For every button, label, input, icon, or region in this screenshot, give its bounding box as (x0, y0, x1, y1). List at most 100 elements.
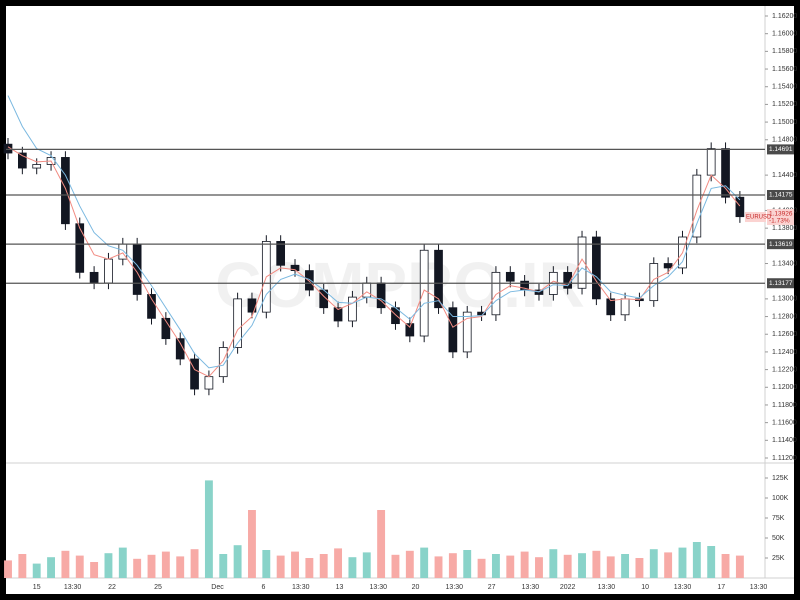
y-tick-label: 1.15800 (772, 48, 797, 55)
volume-bar (420, 547, 429, 578)
volume-bar (319, 554, 328, 578)
volume-bar (248, 510, 256, 578)
y-tick-label: 1.12600 (772, 331, 797, 338)
candle-body (333, 307, 343, 322)
level-label-box (767, 239, 794, 250)
y-tick-label: 1.15600 (772, 66, 797, 73)
volume-bar (305, 558, 314, 578)
candle-body (405, 323, 415, 337)
candle-body (649, 263, 659, 302)
candle-body (305, 270, 314, 291)
candle-body (706, 148, 716, 176)
last-price-box (767, 209, 794, 226)
level-label: 1.14175 (769, 192, 793, 199)
candle-body (419, 249, 429, 337)
y-tick-label: 1.12000 (772, 384, 797, 391)
volume-bar (61, 550, 70, 578)
last-price-label: 1.13926 (769, 211, 793, 218)
x-tick-label: 17 (717, 584, 725, 591)
volume-bar (678, 547, 687, 578)
candle-body (362, 282, 372, 298)
candle-body (161, 317, 171, 340)
volume-bar (4, 560, 12, 578)
x-tick-label: 25 (154, 584, 162, 591)
candle-body (61, 157, 70, 225)
candle-body (577, 236, 587, 289)
y-tick-label: 1.13000 (772, 296, 797, 303)
y-tick-label: 1.15200 (772, 101, 797, 108)
volume-bar (391, 554, 400, 578)
y-tick-label: 1.11800 (772, 402, 797, 409)
candle-body (692, 174, 702, 238)
y-tick-label: 1.14800 (772, 137, 797, 144)
candle-body (218, 347, 228, 378)
symbol-label: EURUSD (746, 215, 772, 221)
volume-bar (563, 554, 572, 578)
level-label-box (767, 278, 794, 289)
x-tick-label: 2022 (560, 584, 576, 591)
volume-bar (535, 557, 543, 578)
volume-bar (477, 558, 486, 578)
candle-body (104, 258, 113, 284)
volume-bar (204, 480, 213, 578)
x-tick-label: 13 (336, 584, 344, 591)
candle-body (290, 264, 300, 271)
volume-bar (448, 553, 457, 578)
candle-body (620, 298, 630, 316)
y-tick-label: 1.11200 (772, 455, 797, 462)
candle-body (721, 148, 730, 198)
volume-bar (291, 551, 299, 578)
volume-bar (161, 551, 170, 578)
candle-body (663, 263, 673, 269)
candle-body (477, 311, 486, 316)
volume-bar (463, 550, 472, 578)
candle-body (75, 223, 85, 273)
volume-bar (104, 553, 113, 578)
level-label: 1.14691 (769, 146, 793, 153)
candle-body (462, 311, 472, 353)
y-tick-label: 1.16000 (772, 31, 797, 38)
symbol-box (745, 212, 766, 223)
volume-bar (692, 542, 701, 578)
level-label: 1.13619 (769, 241, 793, 248)
x-tick-label: 27 (488, 584, 496, 591)
x-tick-label: 13:30 (292, 584, 310, 591)
volume-bar (664, 552, 673, 578)
volume-bar (578, 553, 586, 578)
candle-body (175, 338, 185, 360)
volume-bar (621, 554, 630, 578)
volume-bar (176, 556, 185, 578)
volume-bar (32, 563, 41, 578)
x-tick-label: 13:30 (369, 584, 387, 591)
volume-bar (262, 550, 271, 578)
y-tick-label: 1.15000 (772, 119, 797, 126)
level-label: 1.13177 (769, 280, 793, 287)
y-tick-label: 1.16200 (772, 13, 797, 20)
candle-body (448, 307, 458, 353)
volume-bar (377, 510, 386, 578)
candle-body (3, 143, 13, 154)
candle-body (434, 249, 443, 309)
candle-body (32, 164, 42, 169)
level-label-box (767, 190, 794, 201)
moving-average (7, 146, 741, 378)
change-label: -1.73% (769, 218, 790, 225)
candle-body (18, 152, 27, 169)
candle-body (204, 376, 214, 390)
y-tick-label: 1.11400 (772, 437, 797, 444)
volume-bar (491, 554, 500, 578)
y-tick-label: 1.12200 (772, 366, 797, 373)
y-tick-label: 1.11600 (772, 419, 797, 426)
volume-bar (133, 558, 142, 578)
volume-bar (707, 546, 716, 578)
x-tick-label: Dec (211, 584, 224, 591)
moving-average (7, 95, 741, 369)
x-tick-label: 22 (108, 584, 116, 591)
x-tick-label: 6 (261, 584, 265, 591)
candle-body (491, 271, 501, 316)
volume-tick-label: 75K (772, 515, 785, 522)
x-tick-label: 13:30 (64, 584, 82, 591)
volume-bar (118, 547, 127, 578)
